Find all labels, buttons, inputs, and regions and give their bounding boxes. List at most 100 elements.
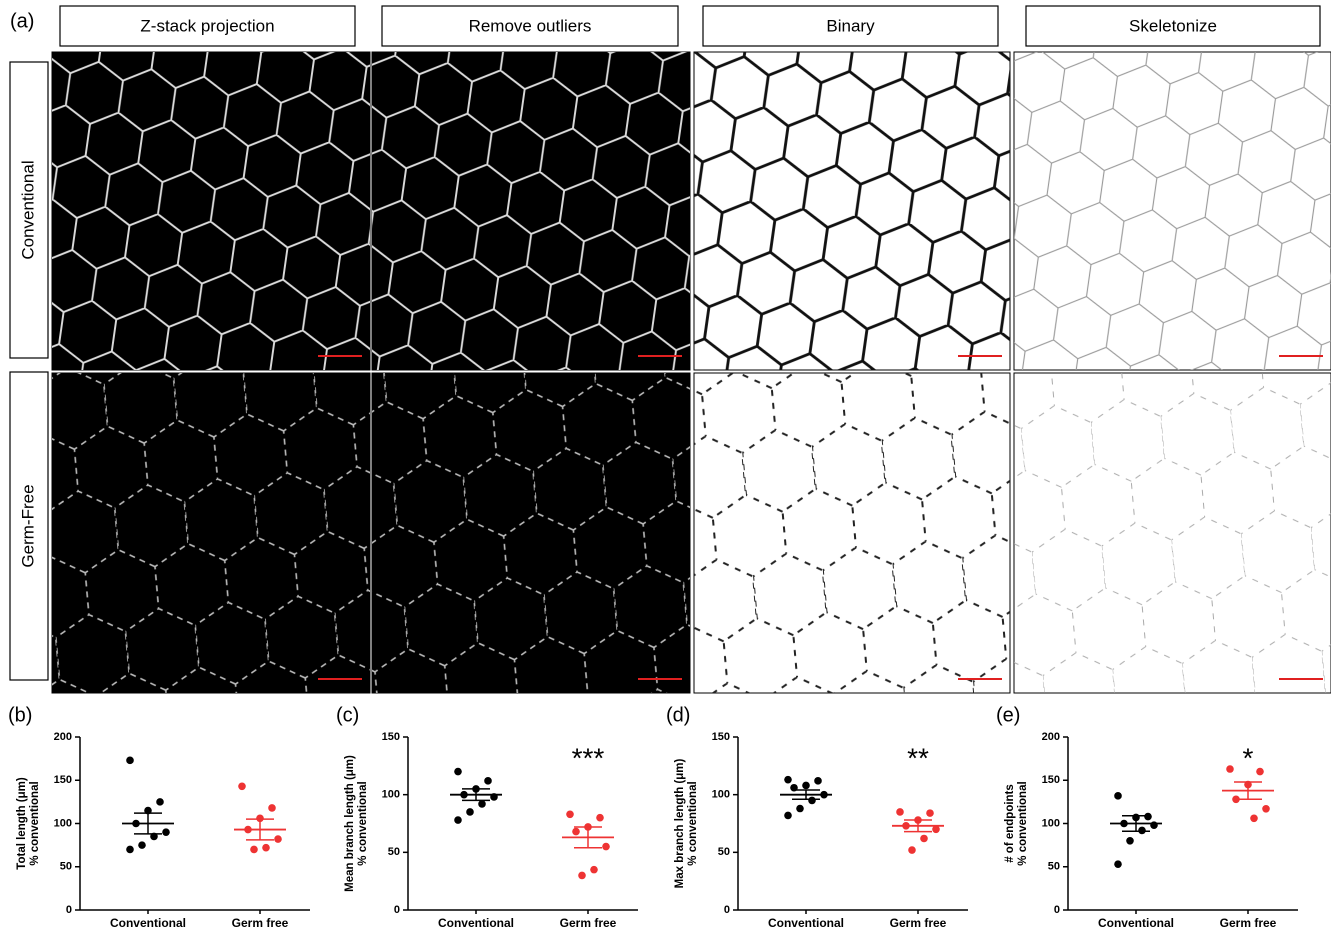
data-point <box>808 796 816 805</box>
y-tick-label: 100 <box>54 817 72 829</box>
row-header: Germ-Free <box>18 484 37 567</box>
column-header: Binary <box>826 16 875 35</box>
micrograph-texture <box>1014 52 1331 370</box>
data-point <box>796 804 804 813</box>
data-point <box>784 775 792 784</box>
micrograph-texture <box>372 373 690 693</box>
x-tick-label: Germ free <box>232 916 289 930</box>
x-tick-label: Germ free <box>890 916 947 930</box>
data-point <box>1114 860 1122 868</box>
data-point <box>238 782 246 791</box>
data-point <box>1262 804 1270 813</box>
y-tick-label: 50 <box>1048 861 1060 873</box>
column-header: Z-stack projection <box>140 16 274 35</box>
significance: *** <box>572 742 605 773</box>
y-axis-title: # of endpoints <box>1004 784 1016 863</box>
data-point <box>566 810 574 819</box>
y-tick-label: 200 <box>1042 731 1060 743</box>
data-point <box>454 816 462 824</box>
x-tick-label: Germ free <box>560 916 617 930</box>
data-point <box>268 804 276 812</box>
data-point <box>908 846 916 854</box>
data-point <box>478 800 486 808</box>
y-tick-label: 150 <box>382 731 400 743</box>
significance: ** <box>907 742 929 773</box>
panel-label: (e) <box>996 704 1020 726</box>
data-point <box>262 843 270 852</box>
micrograph-texture <box>52 373 370 693</box>
y-tick-label: 50 <box>718 846 730 858</box>
y-axis-title: Total length (μm) <box>16 777 28 870</box>
data-point <box>256 814 264 823</box>
column-header-box <box>702 5 999 47</box>
y-axis-title: % conventional <box>357 781 369 865</box>
data-point <box>578 871 586 880</box>
row-header: Conventional <box>18 160 37 259</box>
data-point <box>1250 814 1258 823</box>
data-point <box>126 845 134 854</box>
panel-label: (b) <box>8 704 32 726</box>
y-tick-label: 50 <box>60 861 72 873</box>
column-header: Remove outliers <box>469 16 592 35</box>
row-header-box <box>9 371 49 681</box>
row-header-box <box>9 61 49 359</box>
panel-label: (a) <box>10 10 34 32</box>
data-point <box>454 767 462 776</box>
column-header-box <box>59 5 356 47</box>
data-point <box>1114 792 1122 800</box>
y-tick-label: 200 <box>54 731 72 743</box>
y-axis-title: Max branch length (μm) <box>674 758 686 888</box>
data-point <box>596 813 604 822</box>
data-point <box>1126 837 1134 845</box>
x-tick-label: Conventional <box>768 916 844 930</box>
column-header: Skeletonize <box>1129 16 1217 35</box>
y-tick-label: 100 <box>712 789 730 801</box>
data-point <box>1150 821 1158 830</box>
data-point <box>572 827 580 836</box>
micrograph-texture <box>52 52 370 370</box>
charts: (b)Total length (μm)% conventional050100… <box>8 704 1298 930</box>
y-tick-label: 150 <box>54 774 72 786</box>
data-point <box>156 798 164 806</box>
y-axis-title: % conventional <box>29 781 41 865</box>
image-grid: Z-stack projection Remove outliers Binary S… <box>9 5 1331 694</box>
micrograph-texture <box>694 52 1010 370</box>
panel-label: (c) <box>336 704 359 726</box>
y-tick-label: 150 <box>712 731 730 743</box>
data-point <box>920 834 928 843</box>
column-header-box <box>381 5 679 47</box>
y-axis-title: Mean branch length (μm) <box>344 755 356 892</box>
data-point <box>1144 812 1152 821</box>
data-point <box>602 842 610 851</box>
column-header-box <box>1025 5 1321 47</box>
x-tick-label: Conventional <box>438 916 514 930</box>
x-tick-label: Germ free <box>1220 916 1277 930</box>
data-point <box>484 777 492 785</box>
data-point <box>896 808 904 816</box>
y-tick-label: 0 <box>724 904 730 916</box>
data-point <box>126 756 134 765</box>
y-tick-label: 100 <box>1042 817 1060 829</box>
data-point <box>274 835 282 843</box>
data-point <box>802 781 810 790</box>
x-tick-label: Conventional <box>110 916 186 930</box>
data-point <box>926 809 934 817</box>
data-point <box>466 808 474 816</box>
y-tick-label: 0 <box>66 904 72 916</box>
data-point <box>1256 767 1264 776</box>
micrograph-texture <box>694 373 1010 693</box>
data-point <box>814 777 822 785</box>
y-axis-title: % conventional <box>1017 781 1029 865</box>
y-tick-label: 0 <box>1054 904 1060 916</box>
data-point <box>250 845 258 854</box>
data-point <box>1226 765 1234 773</box>
micrograph-texture <box>372 52 690 370</box>
data-point <box>932 825 940 834</box>
data-point <box>1138 826 1146 835</box>
data-point <box>784 811 792 820</box>
micrograph-texture <box>1014 373 1331 693</box>
y-tick-label: 0 <box>394 904 400 916</box>
data-point <box>138 841 146 849</box>
significance: * <box>1243 742 1254 773</box>
